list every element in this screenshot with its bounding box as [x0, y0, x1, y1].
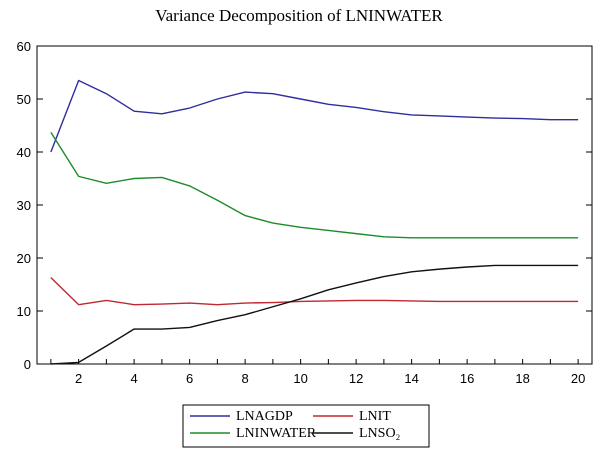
- plot-frame: [36, 45, 593, 365]
- series-line-lnso: [50, 264, 579, 365]
- y-tick-label: 40: [17, 145, 31, 160]
- y-axis: 0 10 20 30 40 50 60: [17, 39, 592, 372]
- legend-label-lnso: LNSO₂: [359, 426, 401, 441]
- legend-label-lnagdp: LNAGDP: [236, 409, 293, 424]
- x-tick-label: 10: [293, 371, 307, 386]
- x-axis: 2 4 6 8 10 12 14 16 18 20: [50, 359, 585, 386]
- legend-label-lnit: LNIT: [359, 409, 391, 424]
- x-tick-label: 14: [404, 371, 418, 386]
- y-tick-label: 0: [24, 357, 31, 372]
- series-lines: [50, 79, 579, 365]
- chart-title: Variance Decomposition of LNINWATER: [155, 6, 443, 25]
- x-tick-label: 4: [131, 371, 138, 386]
- y-tick-label: 20: [17, 251, 31, 266]
- legend: LNAGDP LNIT LNINWATER LNSO₂: [182, 404, 430, 448]
- series-line-lnagdp: [50, 79, 579, 153]
- x-tick-label: 20: [571, 371, 585, 386]
- x-tick-label: 2: [75, 371, 82, 386]
- x-tick-label: 12: [349, 371, 363, 386]
- y-tick-label: 10: [17, 304, 31, 319]
- y-tick-label: 60: [17, 39, 31, 54]
- y-tick-label: 30: [17, 198, 31, 213]
- legend-box: [182, 404, 430, 448]
- legend-label-lninwater: LNINWATER: [236, 426, 317, 441]
- series-line-lninwater: [50, 132, 579, 239]
- x-tick-label: 6: [186, 371, 193, 386]
- y-tick-label: 50: [17, 92, 31, 107]
- series-line-lnit: [50, 277, 579, 306]
- x-tick-label: 8: [242, 371, 249, 386]
- x-tick-label: 16: [460, 371, 474, 386]
- x-tick-label: 18: [515, 371, 529, 386]
